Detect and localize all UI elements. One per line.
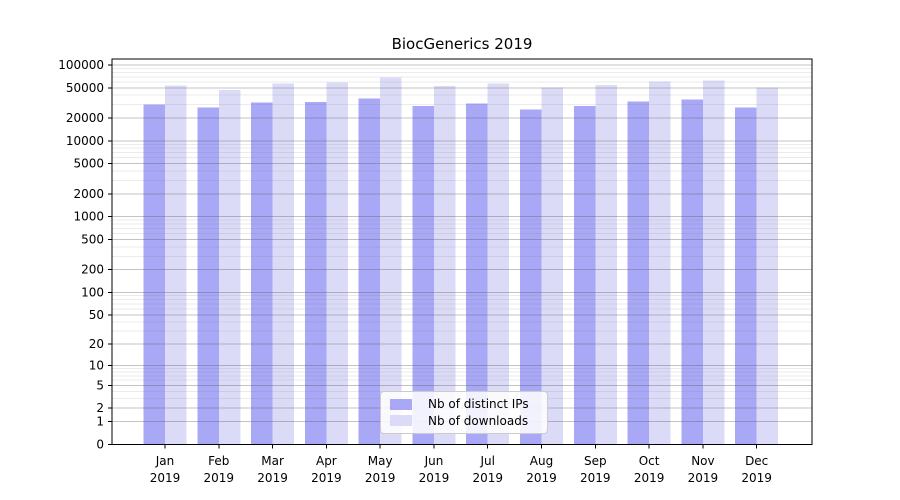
gridlines-group	[112, 64, 812, 422]
y-tick-label: 5000	[73, 157, 104, 171]
bar-distinct-ips-aug	[520, 109, 542, 445]
y-tick-label: 5	[96, 378, 104, 392]
bar-downloads-mar	[272, 83, 295, 445]
bar-distinct-ips-oct	[627, 101, 650, 445]
x-tick-label-year: 2019	[580, 471, 611, 485]
x-tick-label-month: Sep	[584, 454, 607, 468]
legend-label-distinct-ips: Nb of distinct IPs	[428, 397, 529, 412]
y-tick-label: 20000	[66, 111, 104, 125]
x-tick-label-month: Oct	[639, 454, 660, 468]
x-axis: Jan 2019 Feb 2019 Mar 2019 Apr 2019 May 2019 Jun 20…	[150, 444, 772, 485]
x-tick-label-year: 2019	[419, 471, 450, 485]
y-axis: 0 12 5 10 20 50 100 200 500 1000 2000 5000 10000 2000…	[58, 58, 112, 451]
bar-downloads-may	[380, 77, 402, 445]
x-tick-label-year: 2019	[311, 471, 342, 485]
legend-swatch-downloads	[390, 415, 412, 427]
x-tick-label-month: Dec	[745, 454, 768, 468]
y-tick-label: 100000	[58, 58, 104, 72]
bar-downloads-jan	[165, 85, 187, 445]
y-tick-label: 200	[81, 263, 104, 277]
bar-downloads-sep	[595, 84, 617, 445]
bar-distinct-ips-jun	[412, 106, 434, 445]
legend-label-downloads: Nb of downloads	[428, 413, 529, 428]
bar-distinct-ips-dec	[735, 107, 757, 445]
y-tick-label: 20	[89, 337, 104, 351]
bar-distinct-ips-jul	[466, 103, 488, 445]
x-tick-label-month: Aug	[530, 454, 553, 468]
legend-entry-distinct-ips: Nb of distinct IPs	[390, 397, 538, 411]
x-tick-label-month: Feb	[208, 454, 229, 468]
bar-downloads-apr	[326, 82, 348, 445]
bar-downloads-feb	[218, 90, 241, 445]
x-tick-label-year: 2019	[634, 471, 665, 485]
x-tick-label-year: 2019	[204, 471, 235, 485]
x-tick-label-month: Mar	[261, 454, 284, 468]
bar-distinct-ips-jan	[143, 104, 165, 445]
bar-downloads-jul	[487, 83, 510, 445]
bar-downloads-jun	[433, 85, 456, 445]
y-tick-label: 0	[96, 437, 104, 451]
bars-group	[143, 77, 779, 445]
bar-downloads-oct	[649, 81, 671, 445]
x-tick-label-year: 2019	[150, 471, 181, 485]
bar-distinct-ips-mar	[251, 102, 273, 445]
chart-title: BiocGenerics 2019	[391, 35, 533, 53]
bar-downloads-nov	[702, 80, 725, 445]
bar-downloads-dec	[756, 87, 779, 445]
y-tick-label: 2	[96, 401, 104, 415]
bar-distinct-ips-feb	[197, 107, 219, 445]
y-tick-label: 100	[81, 285, 104, 299]
x-tick-label-month: Jan	[155, 454, 175, 468]
bar-distinct-ips-sep	[573, 106, 596, 445]
legend-swatch-distinct-ips	[390, 398, 412, 410]
x-tick-label-year: 2019	[741, 471, 772, 485]
plot-frame	[111, 58, 813, 445]
bar-distinct-ips-may	[358, 98, 381, 445]
bar-distinct-ips-apr	[304, 102, 327, 445]
x-tick-label-month: May	[368, 454, 393, 468]
x-tick-label-month: Nov	[691, 454, 714, 468]
x-tick-label-month: Apr	[316, 454, 337, 468]
y-tick-label: 10	[89, 358, 104, 372]
y-tick-label: 2000	[73, 187, 104, 201]
bar-downloads-aug	[541, 87, 564, 445]
y-tick-label: 10000	[66, 134, 104, 148]
y-tick-label: 500	[81, 232, 104, 246]
x-tick-label-year: 2019	[365, 471, 396, 485]
y-tick-label: 50000	[66, 81, 104, 95]
legend-entry-downloads: Nb of downloads	[390, 414, 538, 428]
x-tick-label-year: 2019	[472, 471, 503, 485]
legend: Nb of distinct IPs Nb of downloads	[380, 391, 548, 434]
bar-distinct-ips-nov	[681, 99, 703, 445]
x-tick-label-year: 2019	[526, 471, 557, 485]
x-tick-label-year: 2019	[688, 471, 719, 485]
x-tick-label-month: Jun	[424, 454, 444, 468]
x-tick-label-year: 2019	[257, 471, 288, 485]
y-tick-label: 1000	[73, 210, 104, 224]
x-tick-label-month: Jul	[479, 454, 494, 468]
y-tick-label: 1	[96, 414, 104, 428]
y-tick-label: 50	[89, 308, 104, 322]
